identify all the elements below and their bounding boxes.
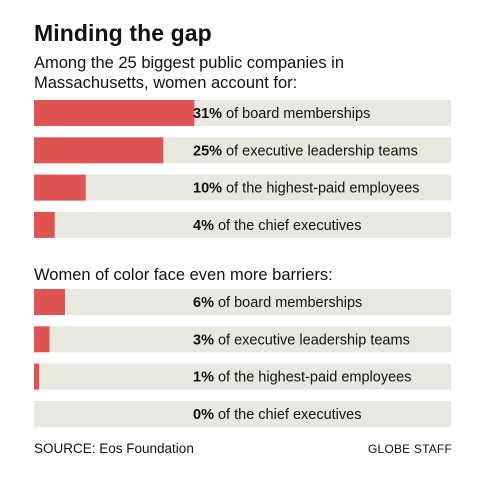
bar-executive-leadership-teams	[34, 326, 50, 353]
bar-category-label: of executive leadership teams	[214, 332, 410, 348]
bar-the-highest-paid-employees	[34, 174, 86, 201]
bar-value-label: 6%	[193, 295, 214, 311]
bar-group-2: 6% of board memberships 3% of executive l…	[34, 289, 451, 427]
source-note: SOURCE: Eos Foundation	[34, 441, 194, 456]
bar-category-label: of executive leadership teams	[222, 143, 418, 159]
bar-category-label: of the chief executives	[214, 407, 362, 423]
bar-data-label: 3% of executive leadership teams	[193, 332, 410, 348]
chart-subtitle: Among the 25 biggest public companies in…	[34, 54, 345, 92]
bar-the-chief-executives	[34, 211, 55, 238]
bar-value-label: 10%	[193, 181, 222, 197]
bar-track	[34, 174, 451, 201]
bar-data-label: 4% of the chief executives	[193, 218, 361, 234]
section-heading-women-of-color: Women of color face even more barriers:	[34, 266, 333, 284]
bar-track	[34, 326, 451, 353]
bar-data-label: 31% of board memberships	[193, 106, 370, 122]
bar-category-label: of board memberships	[214, 295, 362, 311]
bar-track	[34, 363, 451, 390]
bar-track	[34, 211, 451, 238]
bar-value-label: 4%	[193, 218, 214, 234]
bar-data-label: 1% of the highest-paid employees	[193, 370, 411, 386]
bar-executive-leadership-teams	[34, 137, 164, 164]
bar-category-label: of the highest-paid employees	[222, 181, 420, 197]
bar-track	[34, 289, 451, 315]
bar-value-label: 0%	[193, 407, 214, 423]
bar-category-label: of the highest-paid employees	[214, 370, 412, 386]
bar-track	[34, 400, 451, 427]
bar-data-label: 0% of the chief executives	[193, 407, 361, 423]
bar-value-label: 31%	[193, 106, 222, 122]
bar-board-memberships	[34, 100, 195, 126]
bar-category-label: of board memberships	[222, 106, 370, 122]
bar-board-memberships	[34, 289, 66, 315]
bar-data-label: 25% of executive leadership teams	[193, 143, 418, 159]
bar-the-highest-paid-employees	[34, 363, 40, 390]
bar-value-label: 1%	[193, 370, 214, 386]
bar-data-label: 6% of board memberships	[193, 295, 362, 311]
bar-value-label: 3%	[193, 332, 214, 348]
bar-value-label: 25%	[193, 143, 222, 159]
bar-category-label: of the chief executives	[214, 218, 362, 234]
chart-title: Minding the gap	[34, 20, 212, 46]
credit-note: GLOBE STAFF	[368, 442, 452, 456]
bar-data-label: 10% of the highest-paid employees	[193, 181, 420, 197]
bar-group-1: 31% of board memberships 25% of executive…	[34, 100, 451, 238]
